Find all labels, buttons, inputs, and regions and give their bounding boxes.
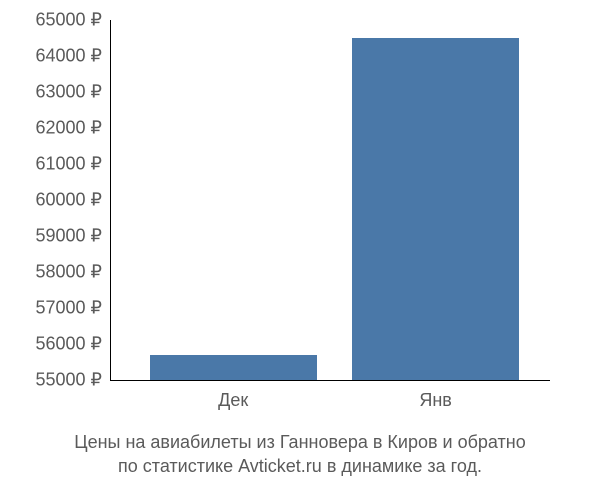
bar <box>352 38 519 380</box>
y-tick-label: 57000 ₽ <box>35 298 102 319</box>
x-tick-label: Дек <box>218 390 248 411</box>
caption-line-1: Цены на авиабилеты из Ганновера в Киров … <box>0 430 600 454</box>
x-axis-line <box>110 380 550 381</box>
y-tick-label: 64000 ₽ <box>35 46 102 67</box>
caption-line-2: по статистике Avticket.ru в динамике за … <box>0 454 600 478</box>
y-tick-label: 58000 ₽ <box>35 262 102 283</box>
y-tick-label: 59000 ₽ <box>35 226 102 247</box>
chart-caption: Цены на авиабилеты из Ганновера в Киров … <box>0 430 600 479</box>
bar <box>150 355 317 380</box>
plot-area: 55000 ₽56000 ₽57000 ₽58000 ₽59000 ₽60000… <box>110 20 550 380</box>
price-bar-chart: 55000 ₽ 56000 ₽ 57000 ₽ 58000 ₽ 59000 ₽ 60000… <box>0 0 600 500</box>
y-tick-label: 60000 ₽ <box>35 190 102 211</box>
y-tick-label: 61000 ₽ <box>35 154 102 175</box>
x-tick-label: Янв <box>419 390 452 411</box>
y-tick-label: 55000 ₽ <box>35 370 102 391</box>
y-tick-label: 56000 ₽ <box>35 334 102 355</box>
y-tick-label: 63000 ₽ <box>35 82 102 103</box>
y-tick-label: 65000 ₽ <box>35 10 102 31</box>
y-axis-line <box>110 20 111 380</box>
y-tick-label: 62000 ₽ <box>35 118 102 139</box>
